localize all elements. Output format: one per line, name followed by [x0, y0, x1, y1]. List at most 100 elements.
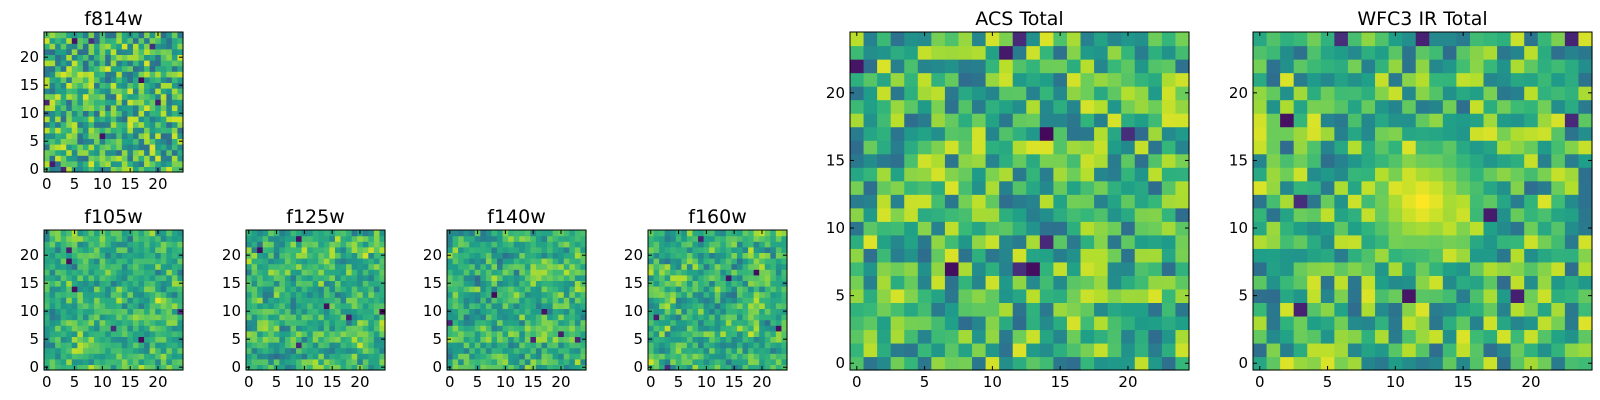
heatmap-cell [160, 155, 167, 162]
heatmap-cell [77, 274, 84, 281]
heatmap-cell [1375, 126, 1390, 141]
heatmap-cell [985, 221, 1000, 236]
heatmap-cell [485, 258, 493, 265]
heatmap-cell [351, 252, 358, 259]
y-tick-label: 10 [222, 302, 241, 320]
heatmap-cell [698, 258, 705, 265]
heatmap-cell [1524, 315, 1539, 331]
heatmap-cell [77, 342, 84, 349]
heatmap-cell [357, 342, 364, 349]
heatmap-cell [110, 235, 117, 242]
heatmap-cell [94, 149, 101, 156]
heatmap-cell [373, 258, 381, 265]
heatmap-cell [379, 269, 386, 276]
heatmap-cell [480, 347, 487, 354]
heatmap-cell [850, 194, 865, 209]
heatmap-cell [664, 286, 671, 293]
heatmap-cell [775, 314, 783, 321]
heatmap-cell [357, 291, 364, 298]
heatmap-cell [262, 353, 269, 360]
heatmap-cell [296, 246, 303, 253]
heatmap-cell [334, 302, 342, 309]
heatmap-cell [698, 358, 705, 365]
heatmap-cell [1483, 275, 1498, 290]
heatmap-cell [1039, 99, 1054, 114]
heatmap-cell [307, 263, 314, 270]
heatmap-cell [340, 252, 347, 259]
heatmap-cell [1551, 113, 1566, 128]
heatmap-cell [1578, 356, 1593, 371]
heatmap-cell [703, 336, 710, 343]
heatmap-cell [362, 235, 369, 242]
heatmap-cell [49, 258, 56, 265]
heatmap-cell [775, 297, 783, 304]
heatmap-cell [351, 286, 358, 293]
heatmap-cell [127, 104, 134, 111]
heatmap-cell [116, 280, 123, 287]
heatmap-cell [144, 235, 151, 242]
heatmap-cell [105, 297, 112, 304]
heatmap-cell [944, 288, 960, 303]
heatmap-cell [485, 302, 493, 309]
heatmap-cell [863, 86, 878, 101]
heatmap-cell [121, 308, 128, 315]
heatmap-cell [1161, 86, 1177, 101]
heatmap-cell [1080, 86, 1095, 101]
heatmap-cell [116, 37, 123, 44]
heatmap-cell [1375, 167, 1390, 182]
heatmap-cell [1334, 126, 1349, 141]
heatmap-cell [1564, 153, 1580, 168]
heatmap-cell [1026, 261, 1041, 276]
heatmap-cell [144, 93, 151, 100]
heatmap-cell [692, 263, 699, 270]
heatmap-cell [71, 48, 78, 55]
heatmap-cell [648, 286, 655, 293]
heatmap-cell [1469, 59, 1485, 74]
heatmap-cell [547, 235, 554, 242]
heatmap-cell [764, 241, 771, 248]
heatmap-cell [469, 258, 476, 265]
heatmap-cell [742, 230, 749, 237]
heatmap-cell [497, 342, 504, 349]
heatmap-cell [1053, 302, 1068, 317]
heatmap-cell [66, 291, 73, 298]
heatmap-cell [132, 302, 140, 309]
heatmap-cell [1469, 32, 1485, 47]
heatmap-cell [160, 160, 167, 167]
heatmap-cell [268, 302, 275, 309]
heatmap-cell [66, 76, 73, 83]
heatmap-cell [1280, 140, 1295, 155]
heatmap-cell [552, 274, 559, 281]
heatmap-cell [121, 258, 128, 265]
heatmap-cell [474, 263, 481, 270]
heatmap-cell [541, 314, 548, 321]
heatmap-cell [318, 280, 325, 287]
heatmap-cell [284, 347, 292, 354]
heatmap-cell [144, 48, 151, 55]
heatmap-cell [94, 358, 101, 365]
heatmap-cell [94, 246, 101, 253]
heatmap-cell [664, 302, 671, 309]
heatmap-cell [1307, 153, 1322, 168]
heatmap-cell [1266, 59, 1281, 74]
heatmap-cell [116, 308, 123, 315]
heatmap-cell [1564, 275, 1580, 290]
heatmap-cell [725, 241, 732, 248]
heatmap-cell [474, 274, 481, 281]
heatmap-cell [753, 358, 760, 365]
heatmap-cell [1175, 180, 1190, 195]
heatmap-cell [541, 274, 548, 281]
heatmap-cell [764, 280, 771, 287]
heatmap-cell [563, 336, 570, 343]
heatmap-cell [535, 286, 543, 293]
heatmap-cell [60, 32, 67, 39]
heatmap-cell [931, 234, 946, 249]
heatmap-cell [121, 54, 128, 61]
heatmap-cell [273, 280, 280, 287]
heatmap-cell [116, 246, 123, 253]
heatmap-cell [1375, 315, 1390, 331]
heatmap-cell [60, 263, 67, 270]
heatmap-cell [346, 336, 353, 343]
heatmap-cell [1415, 72, 1430, 87]
heatmap-cell [1442, 180, 1457, 195]
